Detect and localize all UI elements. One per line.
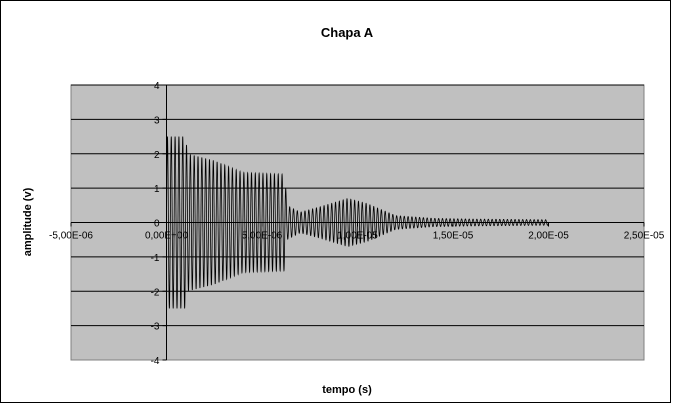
x-tick-label: 1,50E-05 (433, 231, 474, 242)
x-tick-label: 2,00E-05 (528, 231, 569, 242)
x-tick-label: 2,50E-05 (624, 231, 665, 242)
y-tick-label: -2 (151, 287, 160, 298)
y-tick-label: 2 (154, 150, 160, 161)
chart-title: Chapa A (321, 25, 374, 40)
y-tick-label: 3 (154, 115, 160, 126)
x-axis-title: tempo (s) (322, 384, 372, 396)
y-tick-label: 4 (154, 81, 160, 92)
x-tick-label: -5,00E-06 (49, 231, 93, 242)
y-tick-label: 1 (154, 184, 160, 195)
x-tick-label: 1,00E-05 (337, 231, 378, 242)
y-tick-label: 0 (154, 219, 160, 230)
axes (70, 84, 645, 361)
y-axis-title: amplitude (v) (22, 187, 34, 256)
x-tick-label: 0,00E+00 (145, 231, 189, 242)
y-tick-label: -1 (151, 253, 160, 264)
x-tick-label: 5,00E-06 (242, 231, 283, 242)
y-tick-label: -3 (151, 322, 160, 333)
tick-labels: -4 -3 -2 -1 0 1 2 3 4 -5,00E-06 0,00E+00 5,00E-06 1,… (49, 81, 665, 367)
y-tick-label: -4 (151, 356, 160, 367)
